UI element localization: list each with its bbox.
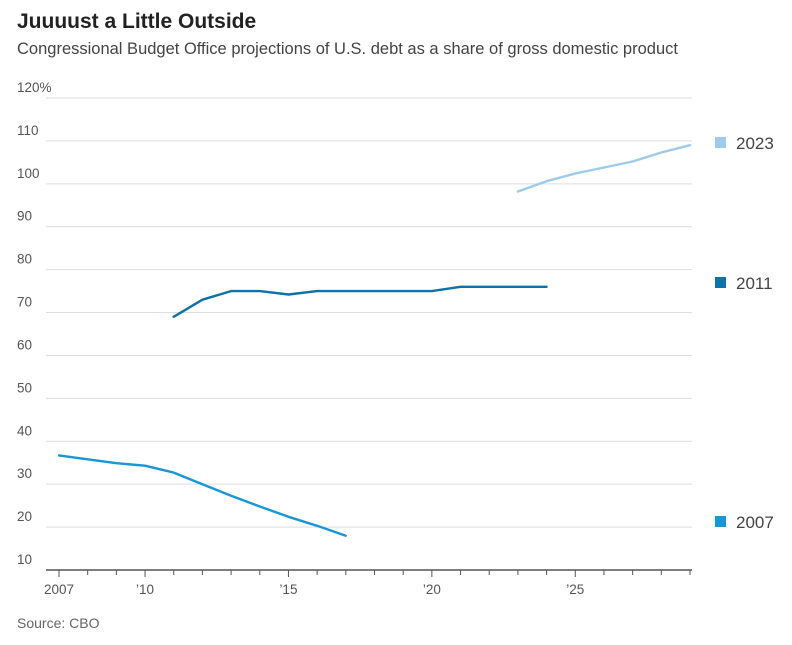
legend-label-2023: 2023 [736, 134, 774, 153]
y-tick-label: 80 [17, 252, 32, 267]
y-tick-label: 50 [17, 380, 32, 395]
y-tick-label: 40 [17, 423, 32, 438]
series-line-2011 [172, 285, 548, 318]
legend: 2023 2011 2007 [715, 134, 774, 532]
legend-label-2011: 2011 [736, 274, 773, 293]
y-tick-label: 30 [17, 466, 32, 481]
y-tick-label: 90 [17, 209, 32, 224]
x-tick-label: ’15 [279, 582, 297, 597]
series-lines [57, 143, 692, 537]
x-tick-label: ’25 [566, 582, 584, 597]
chart-subtitle: Congressional Budget Office projections … [17, 40, 678, 58]
x-axis: 2007 ’10 ’15 ’20 ’25 [44, 570, 691, 597]
y-tick-label: 70 [17, 295, 32, 310]
legend-swatch-2011 [715, 277, 726, 288]
legend-label-2007: 2007 [736, 513, 774, 532]
y-tick-label: 100 [17, 166, 40, 181]
series-line-2007 [57, 454, 347, 537]
x-tick-label: 2007 [44, 582, 74, 597]
y-tick-label: 10 [17, 552, 32, 567]
y-tick-label: 120% [17, 80, 52, 95]
source-note: Source: CBO [17, 615, 100, 631]
y-tick-label: 60 [17, 337, 32, 352]
x-tick-label: ’10 [136, 582, 154, 597]
gridlines [46, 97, 692, 571]
y-tick-label: 20 [17, 509, 32, 524]
legend-swatch-2007 [715, 516, 726, 527]
y-tick-label: 110 [17, 123, 39, 138]
y-axis-ticks: 120% 110 100 90 80 70 60 50 40 30 20 10 [17, 80, 52, 567]
legend-swatch-2023 [715, 137, 726, 148]
chart-title: Juuuust a Little Outside [17, 10, 257, 33]
series-line-2023 [516, 143, 692, 193]
x-tick-label: ’20 [423, 582, 441, 597]
